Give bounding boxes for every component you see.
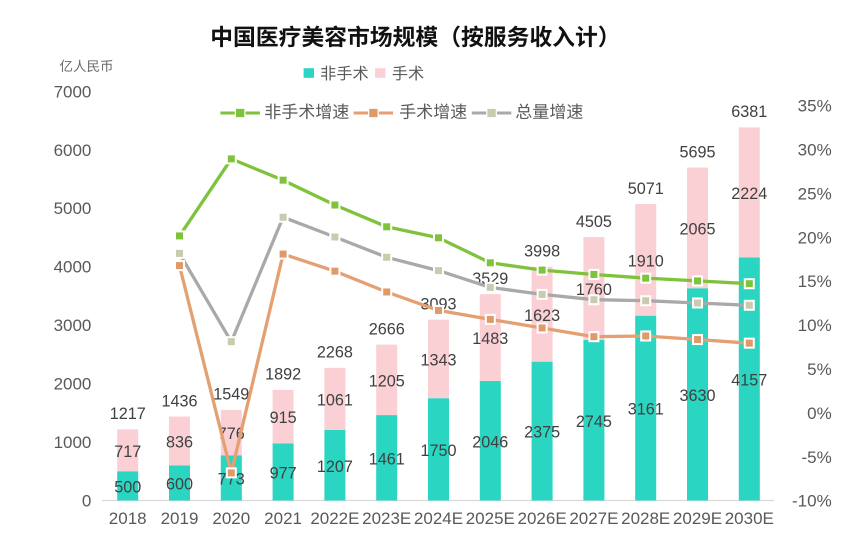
- svg-text:2024E: 2024E: [414, 509, 463, 528]
- svg-text:4505: 4505: [576, 213, 612, 231]
- svg-text:6381: 6381: [731, 103, 767, 121]
- svg-text:-10%: -10%: [792, 492, 832, 511]
- svg-text:1760: 1760: [576, 281, 612, 299]
- svg-text:0: 0: [82, 492, 91, 511]
- svg-text:1461: 1461: [369, 450, 405, 468]
- svg-text:1436: 1436: [161, 392, 197, 410]
- svg-text:2022E: 2022E: [310, 509, 359, 528]
- svg-text:2224: 2224: [731, 185, 767, 203]
- svg-text:2019: 2019: [161, 509, 199, 528]
- svg-text:2021: 2021: [264, 509, 302, 528]
- svg-text:2025E: 2025E: [466, 509, 515, 528]
- svg-text:2020: 2020: [212, 509, 250, 528]
- svg-text:0%: 0%: [807, 404, 832, 423]
- svg-text:2046: 2046: [472, 433, 508, 451]
- svg-text:2000: 2000: [54, 375, 92, 394]
- svg-text:1892: 1892: [265, 366, 301, 384]
- svg-text:30%: 30%: [798, 141, 832, 160]
- svg-text:2028E: 2028E: [621, 509, 670, 528]
- svg-text:6000: 6000: [54, 141, 92, 160]
- svg-text:4157: 4157: [731, 372, 767, 390]
- svg-text:2023E: 2023E: [362, 509, 411, 528]
- svg-text:1549: 1549: [213, 386, 249, 404]
- svg-text:1623: 1623: [524, 307, 560, 325]
- svg-text:1061: 1061: [317, 392, 353, 410]
- svg-text:25%: 25%: [798, 184, 832, 203]
- svg-text:915: 915: [270, 409, 297, 427]
- svg-text:5000: 5000: [54, 199, 92, 218]
- svg-text:773: 773: [218, 471, 245, 489]
- svg-text:-5%: -5%: [801, 448, 831, 467]
- svg-text:600: 600: [166, 476, 193, 494]
- svg-text:2029E: 2029E: [673, 509, 722, 528]
- svg-text:4000: 4000: [54, 258, 92, 277]
- svg-text:500: 500: [114, 479, 141, 497]
- svg-text:2018: 2018: [109, 509, 147, 528]
- svg-text:3000: 3000: [54, 316, 92, 335]
- svg-text:836: 836: [166, 434, 193, 452]
- svg-text:3630: 3630: [679, 387, 715, 405]
- svg-text:2030E: 2030E: [725, 509, 774, 528]
- svg-text:1000: 1000: [54, 433, 92, 452]
- svg-text:2027E: 2027E: [569, 509, 618, 528]
- svg-text:20%: 20%: [798, 228, 832, 247]
- svg-text:1750: 1750: [420, 442, 456, 460]
- svg-text:5%: 5%: [807, 360, 832, 379]
- svg-text:7000: 7000: [54, 82, 92, 101]
- svg-text:1207: 1207: [317, 458, 353, 476]
- svg-text:717: 717: [114, 443, 141, 461]
- svg-text:2268: 2268: [317, 344, 353, 362]
- svg-text:1483: 1483: [472, 330, 508, 348]
- svg-text:15%: 15%: [798, 272, 832, 291]
- svg-text:2026E: 2026E: [518, 509, 567, 528]
- svg-text:5695: 5695: [679, 143, 715, 161]
- svg-text:1205: 1205: [369, 372, 405, 390]
- svg-text:3161: 3161: [628, 401, 664, 419]
- svg-text:10%: 10%: [798, 316, 832, 335]
- svg-text:5071: 5071: [628, 180, 664, 198]
- svg-text:1217: 1217: [110, 405, 146, 423]
- svg-text:977: 977: [270, 465, 297, 483]
- svg-text:2065: 2065: [679, 221, 715, 239]
- svg-text:1343: 1343: [420, 352, 456, 370]
- svg-text:35%: 35%: [798, 97, 832, 116]
- svg-text:2375: 2375: [524, 424, 560, 442]
- svg-text:1910: 1910: [628, 252, 664, 270]
- svg-text:2745: 2745: [576, 413, 612, 431]
- svg-text:3998: 3998: [524, 243, 560, 261]
- svg-text:2666: 2666: [369, 320, 405, 338]
